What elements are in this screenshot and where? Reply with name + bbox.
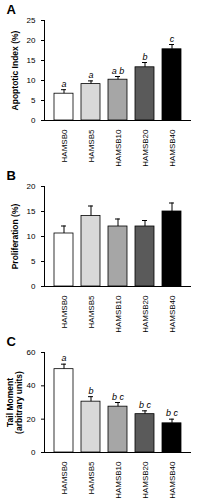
svg-text:HAMSB10: HAMSB10 <box>114 129 123 167</box>
svg-text:a: a <box>61 79 66 89</box>
svg-text:HAMSB10: HAMSB10 <box>114 295 123 333</box>
svg-text:25: 25 <box>27 16 36 25</box>
svg-text:Proliferation (%): Proliferation (%) <box>9 204 19 270</box>
svg-text:C: C <box>7 334 17 349</box>
svg-text:HAMSB0: HAMSB0 <box>60 461 69 494</box>
svg-text:b: b <box>88 386 93 396</box>
svg-text:Tail Moment(arbitrary units): Tail Moment(arbitrary units) <box>5 371 24 434</box>
svg-text:b: b <box>142 52 147 62</box>
svg-text:15: 15 <box>27 56 36 65</box>
svg-text:HAMSB20: HAMSB20 <box>141 129 150 167</box>
svg-text:A: A <box>7 2 17 17</box>
svg-text:Apoptotic Index (%): Apoptotic Index (%) <box>9 30 19 110</box>
svg-text:HAMSB0: HAMSB0 <box>60 295 69 328</box>
svg-text:b c: b c <box>166 408 179 418</box>
svg-text:HAMSB0: HAMSB0 <box>60 129 69 162</box>
svg-text:20: 20 <box>27 36 36 45</box>
svg-text:HAMSB10: HAMSB10 <box>114 461 123 499</box>
svg-text:20: 20 <box>27 182 36 191</box>
svg-text:HAMSB40: HAMSB40 <box>168 461 177 499</box>
svg-text:10: 10 <box>27 232 36 241</box>
svg-text:b c: b c <box>139 400 152 410</box>
svg-text:HAMSB20: HAMSB20 <box>141 461 150 499</box>
svg-text:HAMSB5: HAMSB5 <box>87 129 96 162</box>
svg-text:B: B <box>7 168 16 183</box>
svg-text:c: c <box>170 34 175 44</box>
svg-text:20: 20 <box>27 415 36 424</box>
svg-text:HAMSB5: HAMSB5 <box>87 461 96 494</box>
svg-text:HAMSB40: HAMSB40 <box>168 295 177 333</box>
svg-text:a b: a b <box>112 66 125 76</box>
svg-text:0: 0 <box>31 116 36 125</box>
svg-text:0: 0 <box>31 448 36 457</box>
svg-text:a: a <box>88 70 93 80</box>
svg-text:HAMSB40: HAMSB40 <box>168 129 177 167</box>
svg-text:60: 60 <box>27 348 36 357</box>
svg-text:10: 10 <box>27 76 36 85</box>
svg-text:HAMSB20: HAMSB20 <box>141 295 150 333</box>
svg-text:40: 40 <box>27 381 36 390</box>
svg-text:a: a <box>61 353 66 363</box>
svg-text:5: 5 <box>31 257 36 266</box>
svg-text:HAMSB5: HAMSB5 <box>87 295 96 328</box>
svg-text:b c: b c <box>112 392 125 402</box>
svg-text:0: 0 <box>31 282 36 291</box>
svg-text:15: 15 <box>27 207 36 216</box>
svg-text:5: 5 <box>31 96 36 105</box>
